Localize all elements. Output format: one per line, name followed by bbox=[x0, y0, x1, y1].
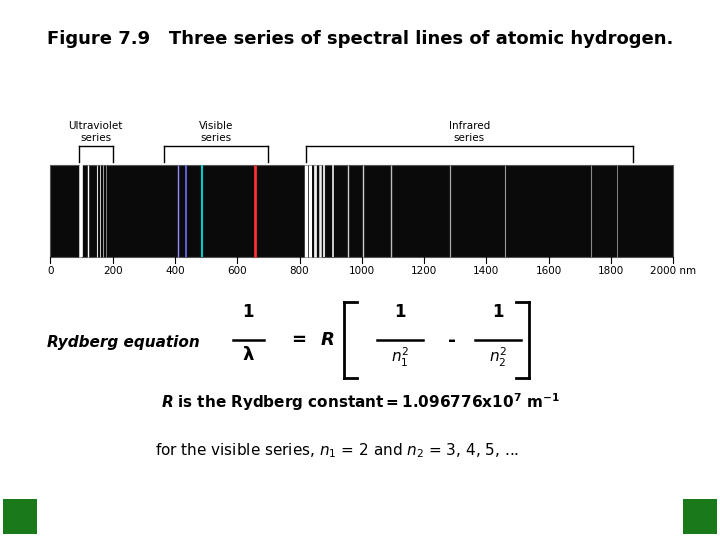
Text: Visible
series: Visible series bbox=[199, 122, 233, 143]
Text: 1: 1 bbox=[243, 303, 254, 321]
Text: 1800: 1800 bbox=[598, 266, 624, 276]
Text: 1200: 1200 bbox=[411, 266, 437, 276]
Text: $\boldsymbol{\lambda}$: $\boldsymbol{\lambda}$ bbox=[242, 346, 255, 363]
Bar bbox=[683, 499, 717, 534]
Text: 1400: 1400 bbox=[473, 266, 500, 276]
Text: Infrared
series: Infrared series bbox=[449, 122, 490, 143]
Text: $\boldsymbol{n_2^2}$: $\boldsymbol{n_2^2}$ bbox=[489, 346, 508, 369]
Text: 200: 200 bbox=[103, 266, 122, 276]
Text: $\boldsymbol{n_1^2}$: $\boldsymbol{n_1^2}$ bbox=[391, 346, 410, 369]
Text: 600: 600 bbox=[228, 266, 247, 276]
Text: Rydberg equation: Rydberg equation bbox=[47, 335, 199, 350]
Text: 0: 0 bbox=[47, 266, 54, 276]
Text: 1: 1 bbox=[492, 303, 504, 321]
Text: 1000: 1000 bbox=[348, 266, 375, 276]
Text: for the visible series, $n_1$ = 2 and $n_2$ = 3, 4, 5, ...: for the visible series, $n_1$ = 2 and $n… bbox=[155, 442, 519, 460]
Text: 800: 800 bbox=[289, 266, 310, 276]
Text: -: - bbox=[448, 330, 456, 350]
Text: 2000 nm: 2000 nm bbox=[650, 266, 696, 276]
Text: Ultraviolet
series: Ultraviolet series bbox=[68, 122, 123, 143]
Text: 1600: 1600 bbox=[536, 266, 562, 276]
Text: Figure 7.9   Three series of spectral lines of atomic hydrogen.: Figure 7.9 Three series of spectral line… bbox=[47, 30, 673, 48]
Text: 7-19: 7-19 bbox=[4, 524, 36, 537]
Bar bbox=[3, 499, 37, 534]
Bar bbox=[50, 165, 673, 256]
Text: =: = bbox=[292, 331, 306, 349]
Text: 1: 1 bbox=[395, 303, 406, 321]
Text: $\bfit{R}$: $\bfit{R}$ bbox=[320, 331, 335, 349]
Text: $\bfit{R}\ \mathbf{is\ the\ Rydberg\ constant = 1.096776x10^7\ m^{-1}}$: $\bfit{R}\ \mathbf{is\ the\ Rydberg\ con… bbox=[161, 392, 559, 413]
Text: 400: 400 bbox=[165, 266, 185, 276]
